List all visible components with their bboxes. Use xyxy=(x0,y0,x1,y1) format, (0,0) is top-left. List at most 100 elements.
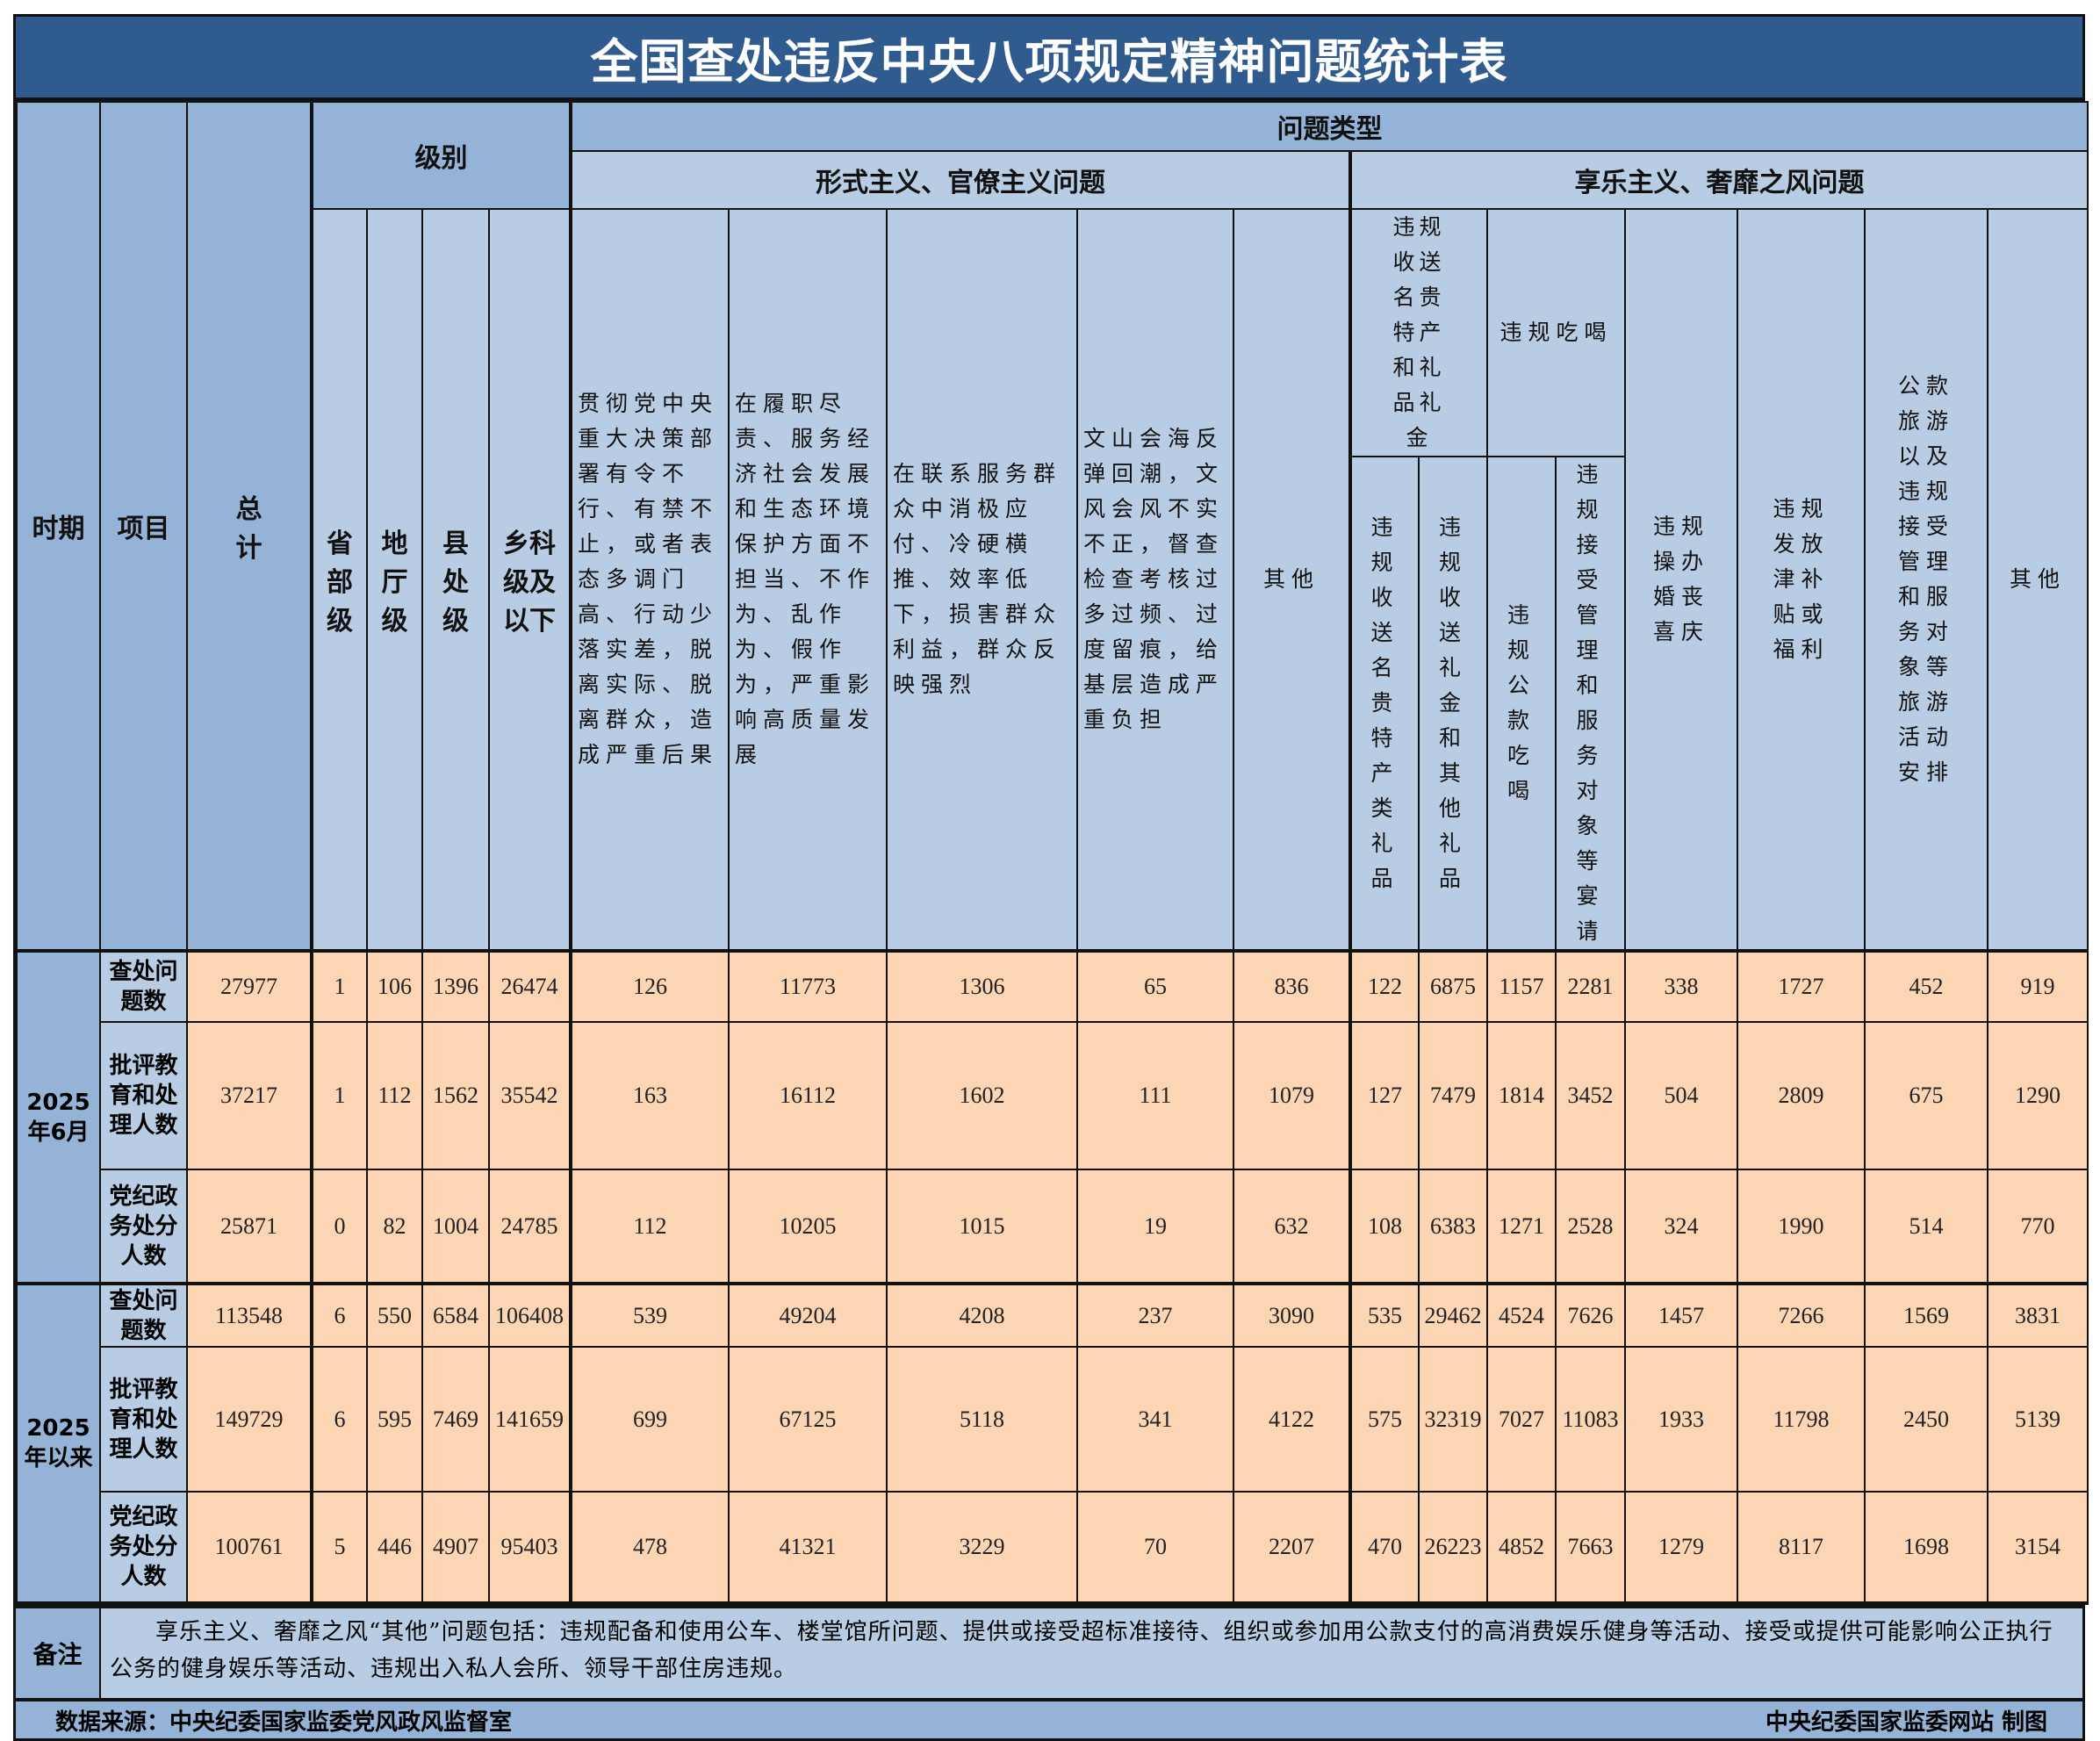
header-level-township: 乡科级及以下 xyxy=(488,208,572,952)
value-cell: 8117 xyxy=(1737,1491,1866,1604)
page-title: 全国查处违反中央八项规定精神问题统计表 xyxy=(16,17,2082,101)
header-formalism-col-1: 贯彻党中央重大决策部署有令不行、有禁不止，或者表态多调门高、行动少落实差，脱离实… xyxy=(569,208,730,952)
footer: 数据来源：中央纪委国家监委党风政风监督室 中央纪委国家监委网站 制图 xyxy=(16,1698,2082,1738)
header-dining-banquet: 违规接受管理和服务对象等宴请 xyxy=(1555,456,1626,952)
value-cell: 237 xyxy=(1076,1283,1234,1348)
value-cell: 35542 xyxy=(488,1021,572,1170)
value-cell: 5139 xyxy=(1986,1346,2089,1493)
value-cell: 26223 xyxy=(1418,1491,1488,1604)
item-cell: 批评教育和处理人数 xyxy=(99,1021,188,1170)
value-cell: 4852 xyxy=(1486,1491,1557,1604)
value-cell: 1157 xyxy=(1486,950,1557,1023)
header-hedonism: 享乐主义、奢靡之风问题 xyxy=(1348,150,2089,210)
value-cell: 112 xyxy=(569,1169,730,1284)
value-cell: 1015 xyxy=(886,1169,1078,1284)
value-cell: 1079 xyxy=(1233,1021,1351,1170)
value-cell: 341 xyxy=(1076,1346,1234,1493)
value-cell: 1602 xyxy=(886,1021,1078,1170)
header-level-prefectural: 地厅级 xyxy=(366,208,423,952)
value-cell: 4208 xyxy=(886,1283,1078,1348)
value-cell: 7626 xyxy=(1555,1283,1626,1348)
header-level-county: 县处级 xyxy=(421,208,490,952)
value-cell: 7479 xyxy=(1418,1021,1488,1170)
value-cell: 29462 xyxy=(1418,1283,1488,1348)
header-weddings: 违规操办婚丧喜庆 xyxy=(1624,208,1738,952)
value-cell: 1396 xyxy=(421,950,490,1023)
value-cell: 0 xyxy=(310,1169,368,1284)
value-cell: 95403 xyxy=(488,1491,572,1604)
header-total: 总计 xyxy=(186,101,313,952)
value-cell: 575 xyxy=(1348,1346,1420,1493)
header-formalism-col-3: 在联系服务群众中消极应付、冷硬横推、效率低下，损害群众利益，群众反映强烈 xyxy=(886,208,1078,952)
value-cell: 141659 xyxy=(488,1346,572,1493)
value-cell: 7469 xyxy=(421,1346,490,1493)
header-total-label: 总计 xyxy=(235,494,262,564)
value-cell: 19 xyxy=(1076,1169,1234,1284)
value-cell: 26474 xyxy=(488,950,572,1023)
value-cell: 1279 xyxy=(1624,1491,1738,1604)
value-cell: 1306 xyxy=(886,950,1078,1023)
header-level: 级别 xyxy=(310,101,572,210)
value-cell: 67125 xyxy=(728,1346,888,1493)
value-cell: 32319 xyxy=(1418,1346,1488,1493)
value-cell: 37217 xyxy=(186,1021,313,1170)
value-cell: 3452 xyxy=(1555,1021,1626,1170)
value-cell: 3090 xyxy=(1233,1283,1351,1348)
header-gifts-specialty: 违规收送名贵特产类礼品 xyxy=(1348,456,1420,952)
value-cell: 1457 xyxy=(1624,1283,1738,1348)
header-dining: 违规吃喝 xyxy=(1486,208,1626,457)
value-cell: 106 xyxy=(366,950,423,1023)
header-problem-type: 问题类型 xyxy=(568,101,2089,152)
value-cell: 24785 xyxy=(488,1169,572,1284)
value-cell: 7663 xyxy=(1555,1491,1626,1604)
statistics-table: 时期 项目 总计 级别 问题类型 形式主义、官僚主义问题 享乐主义、奢靡之风问题… xyxy=(16,101,2089,1605)
header-hedonism-other: 其他 xyxy=(1986,208,2089,952)
value-cell: 1698 xyxy=(1864,1491,1989,1604)
value-cell: 11773 xyxy=(728,950,888,1023)
period-cell: 2025年以来 xyxy=(16,1283,101,1604)
value-cell: 504 xyxy=(1624,1021,1738,1170)
table-row: 党纪政务处分人数 25871 0 82 1004 24785 112 10205 1015 19 6… xyxy=(17,1169,2089,1284)
statistics-sheet: 全国查处违反中央八项规定精神问题统计表 时期 项目 总计 级别 问题类型 形式主… xyxy=(13,14,2089,1741)
value-cell: 112 xyxy=(366,1021,423,1170)
value-cell: 41321 xyxy=(728,1491,888,1604)
value-cell: 5118 xyxy=(886,1346,1078,1493)
value-cell: 2281 xyxy=(1555,950,1626,1023)
header-formalism-col-4: 文山会海反弹回潮，文风会风不实不正，督查检查考核过多过频、过度留痕，给基层造成严… xyxy=(1076,208,1234,952)
value-cell: 699 xyxy=(569,1346,730,1493)
header-subsidies: 违规发放津补贴或福利 xyxy=(1737,208,1866,952)
table-row: 2025年6月 查处问题数 27977 1 106 1396 26474 126 11773 13… xyxy=(16,950,2089,1284)
item-cell: 查处问题数 xyxy=(99,1283,188,1348)
header-formalism-col-2: 在履职尽责、服务经济社会发展和生态环境保护方面不担当、不作为、乱作为、假作为，严… xyxy=(728,208,888,952)
header-formalism-other: 其他 xyxy=(1233,208,1351,952)
value-cell: 1933 xyxy=(1624,1346,1738,1493)
value-cell: 919 xyxy=(1986,950,2089,1023)
value-cell: 16112 xyxy=(728,1021,888,1170)
table-row: 批评教育和处理人数 149729 6 595 7469 141659 699 67125 511… xyxy=(17,1346,2089,1493)
value-cell: 2809 xyxy=(1737,1021,1866,1170)
notes-section: 备注 享乐主义、奢靡之风“其他”问题包括：违规配备和使用公车、楼堂馆所问题、提供… xyxy=(16,1605,2082,1698)
notes-text: 享乐主义、奢靡之风“其他”问题包括：违规配备和使用公车、楼堂馆所问题、提供或接受… xyxy=(110,1619,2053,1682)
value-cell: 100761 xyxy=(186,1491,313,1604)
period-cell: 2025年6月 xyxy=(16,950,101,1284)
value-cell: 3229 xyxy=(886,1491,1078,1604)
value-cell: 127 xyxy=(1348,1021,1420,1170)
value-cell: 1814 xyxy=(1486,1021,1557,1170)
notes-label: 备注 xyxy=(16,1608,101,1698)
value-cell: 2528 xyxy=(1555,1169,1626,1284)
value-cell: 535 xyxy=(1348,1283,1420,1348)
value-cell: 11083 xyxy=(1555,1346,1626,1493)
value-cell: 452 xyxy=(1864,950,1989,1023)
value-cell: 65 xyxy=(1076,950,1234,1023)
table-body: 2025年6月 查处问题数 27977 1 106 1396 26474 126 11773 13… xyxy=(16,950,2089,1604)
value-cell: 338 xyxy=(1624,950,1738,1023)
value-cell: 10205 xyxy=(728,1169,888,1284)
value-cell: 324 xyxy=(1624,1169,1738,1284)
table-row: 党纪政务处分人数 100761 5 446 4907 95403 478 41321 3229 7… xyxy=(17,1491,2089,1604)
value-cell: 514 xyxy=(1864,1169,1989,1284)
value-cell: 113548 xyxy=(186,1283,313,1348)
value-cell: 111 xyxy=(1076,1021,1234,1170)
header-period: 时期 xyxy=(16,101,101,952)
value-cell: 163 xyxy=(569,1021,730,1170)
value-cell: 6875 xyxy=(1418,950,1488,1023)
